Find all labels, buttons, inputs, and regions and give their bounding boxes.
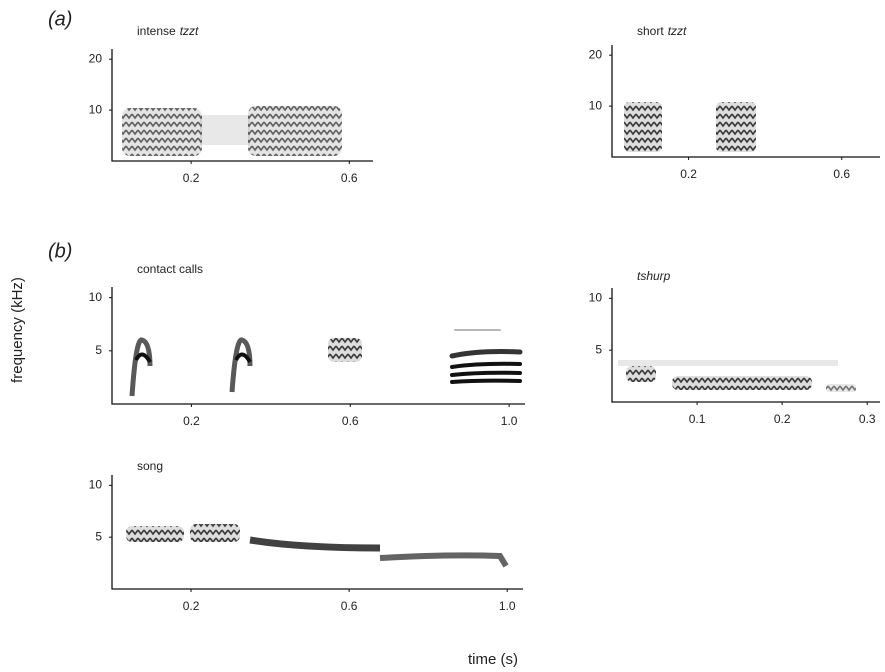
axis-line xyxy=(611,288,880,403)
y-tick-label: 10 xyxy=(589,291,603,305)
title-part: song xyxy=(137,459,163,473)
x-tick-label: 0.2 xyxy=(183,599,200,613)
panel-title: song xyxy=(137,459,163,473)
title-part: short xyxy=(637,24,664,38)
panel-title: intense tzzt xyxy=(137,24,199,38)
panel-title: tshurp xyxy=(637,269,671,283)
x-tick-label: 0.6 xyxy=(341,599,358,613)
panel-label: (a) xyxy=(48,8,72,30)
x-tick-label: 1.0 xyxy=(501,414,518,428)
panel-title: short tzzt xyxy=(637,24,687,38)
x-tick-label: 0.2 xyxy=(183,171,200,185)
title-part: intense xyxy=(137,24,176,38)
title-part: tzzt xyxy=(180,24,199,38)
y-tick-label: 10 xyxy=(89,478,103,492)
x-tick-label: 0.2 xyxy=(774,412,791,426)
x-tick-label: 0.6 xyxy=(341,171,358,185)
axis-line xyxy=(611,45,880,158)
x-tick-label: 0.2 xyxy=(183,414,200,428)
x-axis-title: time (s) xyxy=(468,651,518,668)
y-tick-label: 10 xyxy=(89,290,103,304)
y-tick-label: 5 xyxy=(595,342,602,356)
x-tick-label: 0.6 xyxy=(833,167,850,181)
y-axis-title: frequency (kHz) xyxy=(9,277,26,383)
x-tick-label: 1.0 xyxy=(499,599,516,613)
y-tick-label: 10 xyxy=(589,98,603,112)
axis-line xyxy=(111,287,525,405)
y-tick-label: 5 xyxy=(95,529,102,543)
x-tick-label: 0.1 xyxy=(689,412,706,426)
y-tick-label: 20 xyxy=(589,47,603,61)
axis-line xyxy=(111,49,373,162)
y-tick-label: 10 xyxy=(89,102,103,116)
spectrogram-shading xyxy=(122,102,856,568)
x-tick-label: 0.2 xyxy=(680,167,697,181)
x-tick-label: 0.3 xyxy=(859,412,876,426)
title-part: tzzt xyxy=(668,24,687,38)
panel-label: (b) xyxy=(48,240,72,262)
y-tick-label: 5 xyxy=(95,343,102,357)
panel-title: contact calls xyxy=(137,262,203,276)
title-part: contact calls xyxy=(137,262,203,276)
axis-line xyxy=(111,475,523,590)
y-tick-label: 20 xyxy=(89,51,103,65)
x-tick-label: 0.6 xyxy=(342,414,359,428)
title-part: tshurp xyxy=(637,269,671,283)
